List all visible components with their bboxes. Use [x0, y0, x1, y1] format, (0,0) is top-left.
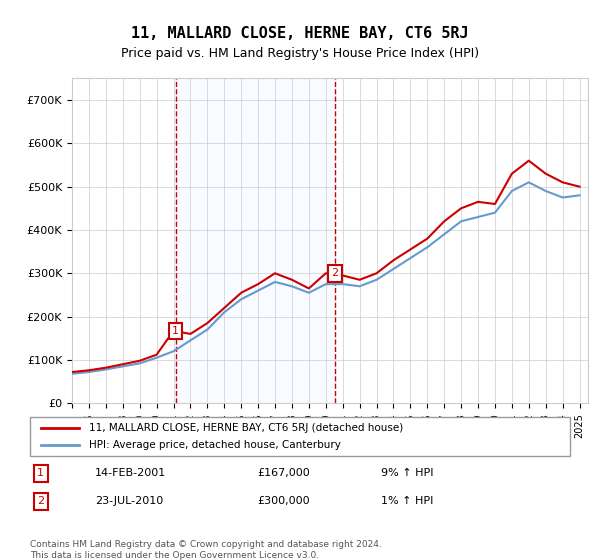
FancyBboxPatch shape [30, 417, 570, 456]
Text: 2: 2 [332, 268, 338, 278]
Text: 11, MALLARD CLOSE, HERNE BAY, CT6 5RJ: 11, MALLARD CLOSE, HERNE BAY, CT6 5RJ [131, 26, 469, 41]
Bar [176, 78, 335, 403]
Text: HPI: Average price, detached house, Canterbury: HPI: Average price, detached house, Cant… [89, 440, 341, 450]
Text: £167,000: £167,000 [257, 468, 310, 478]
Text: 23-JUL-2010: 23-JUL-2010 [95, 496, 163, 506]
Text: 9% ↑ HPI: 9% ↑ HPI [381, 468, 433, 478]
Text: £300,000: £300,000 [257, 496, 310, 506]
Text: 1: 1 [37, 468, 44, 478]
Text: 2: 2 [37, 496, 44, 506]
Text: 11, MALLARD CLOSE, HERNE BAY, CT6 5RJ (detached house): 11, MALLARD CLOSE, HERNE BAY, CT6 5RJ (d… [89, 423, 404, 433]
Text: Price paid vs. HM Land Registry's House Price Index (HPI): Price paid vs. HM Land Registry's House … [121, 46, 479, 60]
Text: 14-FEB-2001: 14-FEB-2001 [95, 468, 166, 478]
Text: Contains HM Land Registry data © Crown copyright and database right 2024.
This d: Contains HM Land Registry data © Crown c… [30, 540, 382, 560]
Text: 1: 1 [172, 326, 179, 336]
Text: 1% ↑ HPI: 1% ↑ HPI [381, 496, 433, 506]
